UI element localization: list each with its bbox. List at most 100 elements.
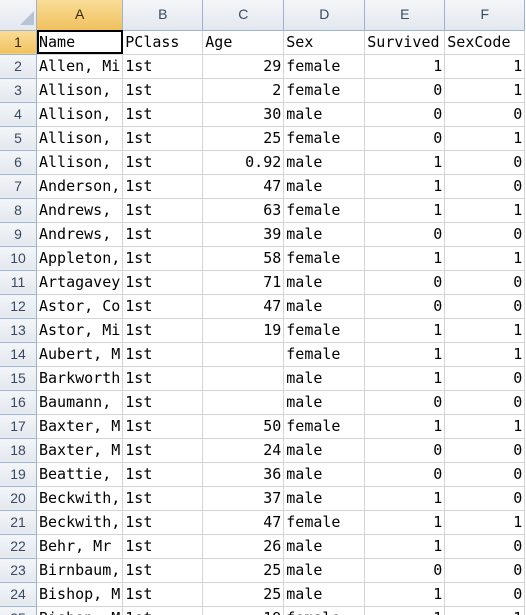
cell-a[interactable]: Artagavey bbox=[36, 270, 124, 295]
cell-d[interactable]: male bbox=[283, 174, 366, 199]
cell-d[interactable]: female bbox=[283, 342, 366, 367]
cell-d[interactable]: male bbox=[283, 438, 366, 463]
cell-f[interactable]: 0 bbox=[444, 150, 526, 175]
row-header[interactable]: 5 bbox=[0, 126, 37, 151]
cell-c[interactable]: 36 bbox=[202, 462, 285, 487]
cell-b[interactable]: 1st bbox=[122, 270, 204, 295]
cell-a[interactable]: Astor, Mi bbox=[36, 318, 124, 343]
cell-a[interactable]: Bishop, M bbox=[36, 606, 124, 615]
cell-b[interactable]: 1st bbox=[122, 414, 204, 439]
cell-f[interactable]: 0 bbox=[444, 270, 526, 295]
cell-d[interactable]: male bbox=[283, 558, 366, 583]
cell-a[interactable]: Barkworth bbox=[36, 366, 124, 391]
cell-d[interactable]: male bbox=[283, 102, 366, 127]
cell-c[interactable]: 0.92 bbox=[202, 150, 285, 175]
row-header[interactable]: 2 bbox=[0, 54, 37, 79]
cell-b[interactable]: 1st bbox=[122, 126, 204, 151]
cell-b[interactable]: 1st bbox=[122, 582, 204, 607]
cell-d[interactable]: male bbox=[283, 294, 366, 319]
cell-b[interactable]: 1st bbox=[122, 534, 204, 559]
column-header-d[interactable]: D bbox=[283, 0, 366, 31]
cell-e[interactable]: 1 bbox=[364, 318, 446, 343]
cell-b[interactable]: 1st bbox=[122, 342, 204, 367]
cell-a[interactable]: Andrews, bbox=[36, 198, 124, 223]
cell-d[interactable]: male bbox=[283, 150, 366, 175]
row-header[interactable]: 16 bbox=[0, 390, 37, 415]
cell-f[interactable]: 0 bbox=[444, 462, 526, 487]
cell-f[interactable]: 1 bbox=[444, 414, 526, 439]
cell-e[interactable]: 1 bbox=[364, 54, 446, 79]
cell-d[interactable]: male bbox=[283, 462, 366, 487]
header-cell-b[interactable]: PClass bbox=[122, 30, 204, 55]
cell-e[interactable]: 1 bbox=[364, 582, 446, 607]
cell-f[interactable]: 0 bbox=[444, 174, 526, 199]
cell-c[interactable]: 29 bbox=[202, 54, 285, 79]
column-header-f[interactable]: F bbox=[444, 0, 526, 31]
cell-b[interactable]: 1st bbox=[122, 198, 204, 223]
cell-e[interactable]: 1 bbox=[364, 198, 446, 223]
cell-f[interactable]: 1 bbox=[444, 198, 526, 223]
cell-d[interactable]: male bbox=[283, 366, 366, 391]
cell-c[interactable] bbox=[202, 342, 285, 367]
cell-d[interactable]: female bbox=[283, 414, 366, 439]
row-header[interactable]: 12 bbox=[0, 294, 37, 319]
row-header[interactable]: 23 bbox=[0, 558, 37, 583]
cell-a[interactable]: Allison, bbox=[36, 102, 124, 127]
cell-f[interactable]: 1 bbox=[444, 54, 526, 79]
cell-c[interactable]: 47 bbox=[202, 510, 285, 535]
row-header[interactable]: 9 bbox=[0, 222, 37, 247]
cell-c[interactable]: 24 bbox=[202, 438, 285, 463]
cell-e[interactable]: 1 bbox=[364, 606, 446, 615]
cell-f[interactable]: 0 bbox=[444, 582, 526, 607]
cell-e[interactable]: 0 bbox=[364, 270, 446, 295]
cell-e[interactable]: 1 bbox=[364, 486, 446, 511]
cell-b[interactable]: 1st bbox=[122, 102, 204, 127]
cell-a[interactable]: Allison, bbox=[36, 78, 124, 103]
cell-d[interactable]: male bbox=[283, 582, 366, 607]
cell-c[interactable]: 58 bbox=[202, 246, 285, 271]
cell-d[interactable]: female bbox=[283, 246, 366, 271]
cell-c[interactable]: 47 bbox=[202, 294, 285, 319]
cell-c[interactable] bbox=[202, 366, 285, 391]
header-cell-e[interactable]: Survived bbox=[364, 30, 446, 55]
cell-c[interactable]: 37 bbox=[202, 486, 285, 511]
cell-f[interactable]: 0 bbox=[444, 390, 526, 415]
row-header[interactable]: 8 bbox=[0, 198, 37, 223]
cell-d[interactable]: female bbox=[283, 318, 366, 343]
cell-e[interactable]: 0 bbox=[364, 462, 446, 487]
cell-d[interactable]: male bbox=[283, 534, 366, 559]
cell-c[interactable]: 63 bbox=[202, 198, 285, 223]
column-header-e[interactable]: E bbox=[364, 0, 446, 31]
cell-c[interactable]: 19 bbox=[202, 606, 285, 615]
cell-c[interactable]: 26 bbox=[202, 534, 285, 559]
cell-b[interactable]: 1st bbox=[122, 510, 204, 535]
cell-d[interactable]: female bbox=[283, 78, 366, 103]
cell-b[interactable]: 1st bbox=[122, 438, 204, 463]
cell-a[interactable]: Andrews, bbox=[36, 222, 124, 247]
cell-c[interactable]: 25 bbox=[202, 126, 285, 151]
cell-a[interactable]: Allison, bbox=[36, 150, 124, 175]
cell-b[interactable]: 1st bbox=[122, 366, 204, 391]
cell-f[interactable]: 1 bbox=[444, 318, 526, 343]
cell-e[interactable]: 0 bbox=[364, 78, 446, 103]
row-header[interactable]: 1 bbox=[0, 30, 37, 55]
cell-e[interactable]: 1 bbox=[364, 366, 446, 391]
row-header[interactable]: 15 bbox=[0, 366, 37, 391]
cell-a[interactable]: Aubert, M bbox=[36, 342, 124, 367]
cell-f[interactable]: 1 bbox=[444, 126, 526, 151]
cell-c[interactable] bbox=[202, 390, 285, 415]
cell-d[interactable]: female bbox=[283, 606, 366, 615]
cell-f[interactable]: 1 bbox=[444, 246, 526, 271]
cell-f[interactable]: 0 bbox=[444, 486, 526, 511]
column-header-b[interactable]: B bbox=[122, 0, 204, 31]
row-header[interactable]: 3 bbox=[0, 78, 37, 103]
cell-e[interactable]: 0 bbox=[364, 438, 446, 463]
row-header[interactable]: 6 bbox=[0, 150, 37, 175]
cell-e[interactable]: 0 bbox=[364, 294, 446, 319]
header-cell-a[interactable]: Name bbox=[36, 30, 124, 55]
cell-e[interactable]: 1 bbox=[364, 534, 446, 559]
cell-a[interactable]: Anderson, bbox=[36, 174, 124, 199]
cell-f[interactable]: 0 bbox=[444, 294, 526, 319]
cell-b[interactable]: 1st bbox=[122, 222, 204, 247]
row-header[interactable]: 19 bbox=[0, 462, 37, 487]
